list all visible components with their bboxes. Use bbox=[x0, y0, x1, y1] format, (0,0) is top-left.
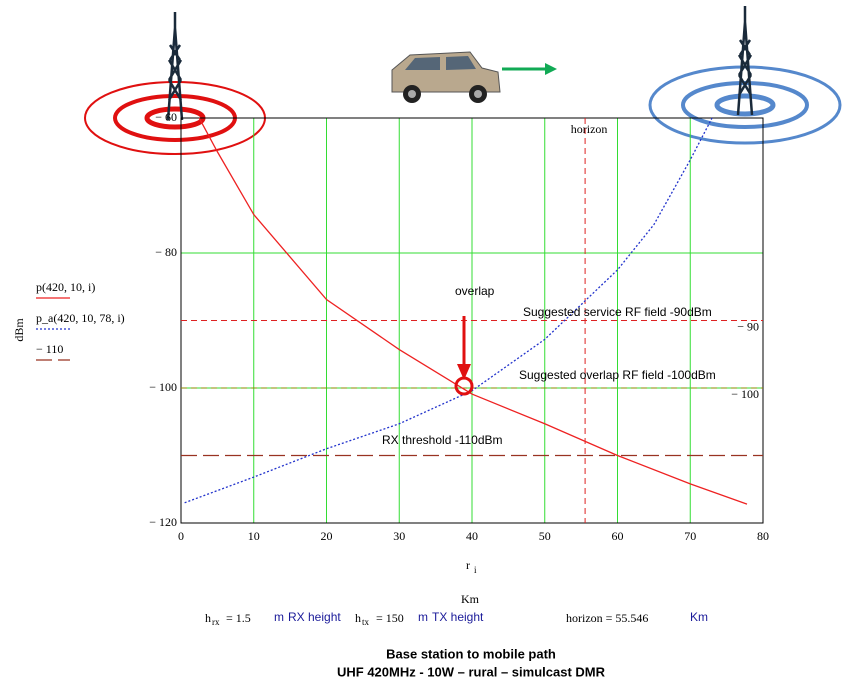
param-value: horizon = 55.546 bbox=[566, 611, 648, 625]
left-tower bbox=[84, 12, 266, 155]
direction-arrow bbox=[502, 63, 557, 75]
param-value: = 150 bbox=[376, 611, 404, 625]
overlap-marker bbox=[454, 316, 474, 396]
marker-label: − 100 bbox=[731, 387, 759, 401]
annotation: overlap bbox=[455, 284, 495, 298]
param-note: TX height bbox=[432, 610, 484, 624]
annotation: RX threshold -110dBm bbox=[382, 433, 503, 447]
x-tick-label: 80 bbox=[757, 529, 769, 543]
y-tick-label: − 80 bbox=[155, 245, 177, 259]
y-tick-label: − 100 bbox=[149, 380, 177, 394]
annotation: Suggested overlap RF field -100dBm bbox=[519, 368, 716, 382]
param-unit: Km bbox=[690, 610, 708, 624]
legend-label: p_a(420, 10, 78, i) bbox=[36, 311, 125, 325]
caption: UHF 420MHz - 10W – rural – simulcast DMR bbox=[337, 664, 606, 679]
series-line bbox=[198, 117, 748, 505]
parameters: h rx = 1.5 m RX height h tx = 150 m TX h… bbox=[205, 610, 708, 627]
param-subscript: tx bbox=[362, 617, 370, 627]
param-symbol: h bbox=[205, 611, 211, 625]
x-tick-label: 10 bbox=[248, 529, 260, 543]
x-tick-label: 40 bbox=[466, 529, 478, 543]
x-tick-label: 60 bbox=[612, 529, 624, 543]
param-subscript: rx bbox=[212, 617, 220, 627]
series-line bbox=[184, 117, 713, 504]
x-tick-label: 70 bbox=[684, 529, 696, 543]
marker-label: − 90 bbox=[737, 319, 759, 333]
x-tick-label: 20 bbox=[321, 529, 333, 543]
param-unit: m bbox=[418, 610, 428, 624]
x-axis-label-subscript: i bbox=[474, 565, 477, 575]
y-tick-label: − 60 bbox=[155, 110, 177, 124]
y-axis-label: dBm bbox=[12, 318, 26, 342]
param-unit: m bbox=[274, 610, 284, 624]
x-tick-label: 50 bbox=[539, 529, 551, 543]
right-tower bbox=[648, 6, 842, 145]
x-tick-label: 30 bbox=[393, 529, 405, 543]
car-icon bbox=[391, 51, 501, 103]
caption: Base station to mobile path bbox=[386, 646, 556, 661]
legend-label: − 110 bbox=[36, 342, 63, 356]
legend-label: p(420, 10, i) bbox=[36, 280, 95, 294]
param-note: RX height bbox=[288, 610, 341, 624]
y-tick-label: − 120 bbox=[149, 515, 177, 529]
plot: 0 10 20 30 40 50 60 70 80 − 60 − 80 − 100 − 120 − 90 −… bbox=[149, 110, 769, 543]
x-axis-unit: Km bbox=[461, 592, 480, 606]
param-value: = 1.5 bbox=[226, 611, 251, 625]
x-axis-label: r bbox=[466, 558, 470, 572]
horizon-label: horizon bbox=[571, 122, 608, 136]
x-tick-label: 0 bbox=[178, 529, 184, 543]
param-symbol: h bbox=[355, 611, 361, 625]
annotation: Suggested service RF field -90dBm bbox=[523, 305, 712, 319]
